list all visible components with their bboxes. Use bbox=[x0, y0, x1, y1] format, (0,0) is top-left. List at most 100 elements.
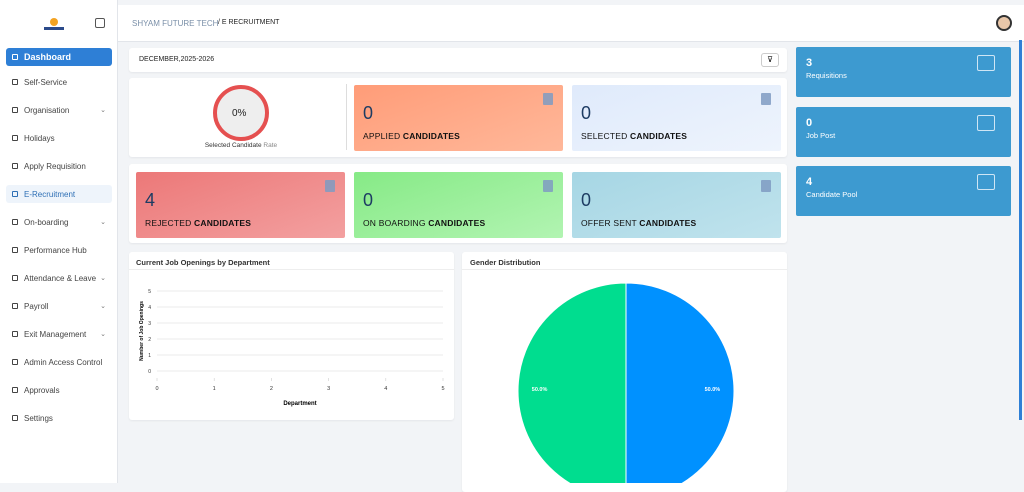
summary-icon bbox=[977, 115, 995, 131]
menu-icon bbox=[12, 359, 18, 365]
menu-item[interactable]: E-Recruitment bbox=[6, 185, 112, 203]
card-value: 4 bbox=[145, 190, 156, 210]
menu-item[interactable]: Holidays bbox=[6, 129, 112, 147]
y-tick-label: 0 bbox=[148, 369, 151, 375]
chevron: ⌄ bbox=[100, 107, 106, 114]
menu-icon bbox=[12, 303, 18, 309]
card-value: 0 bbox=[581, 103, 592, 123]
menu-icon bbox=[12, 191, 18, 197]
card-label-prefix: REJECTED bbox=[145, 218, 192, 228]
card-label-suffix: CANDIDATES bbox=[639, 218, 697, 228]
summary-icon bbox=[977, 174, 995, 190]
chevron: ⌄ bbox=[100, 275, 106, 282]
breadcrumb: / E RECRUITMENT bbox=[218, 19, 280, 26]
chevron: ⌄ bbox=[100, 303, 106, 310]
collapse-button[interactable] bbox=[95, 18, 105, 28]
stat-card: 0 ON BOARDING CANDIDATES bbox=[354, 172, 563, 238]
x-tick-label: 5 bbox=[441, 386, 444, 392]
menu-label: Admin Access Control bbox=[24, 357, 103, 367]
menu-item[interactable]: Admin Access Control bbox=[6, 353, 112, 371]
menu-icon bbox=[12, 54, 18, 60]
menu-item[interactable]: Settings bbox=[6, 409, 112, 427]
logo bbox=[50, 18, 58, 26]
pie-label: 50.0% bbox=[532, 387, 548, 393]
header: SHYAM FUTURE TECH / E RECRUITMENT bbox=[118, 5, 1024, 42]
menu-icon bbox=[12, 275, 18, 281]
menu-item[interactable]: Attendance & Leave ⌄ bbox=[6, 269, 112, 287]
chevron: ⌄ bbox=[100, 219, 106, 226]
card-icon bbox=[325, 180, 335, 192]
stat-card: 0 SELECTED CANDIDATES bbox=[572, 85, 781, 151]
stat-card: 4 REJECTED CANDIDATES bbox=[136, 172, 345, 238]
summary-card: 3 Requisitions bbox=[796, 47, 1011, 97]
menu-icon bbox=[12, 107, 18, 113]
card-label-prefix: SELECTED bbox=[581, 131, 628, 141]
filter-button[interactable]: ⊽ bbox=[761, 53, 779, 67]
menu-icon bbox=[12, 331, 18, 337]
menu-label: Performance Hub bbox=[24, 245, 87, 255]
menu-label: Approvals bbox=[24, 385, 60, 395]
menu-item[interactable]: On-boarding ⌄ bbox=[6, 213, 112, 231]
x-axis-label: Department bbox=[283, 401, 316, 407]
menu-icon bbox=[12, 163, 18, 169]
menu-icon bbox=[12, 79, 18, 85]
summary-card: 4 Candidate Pool bbox=[796, 166, 1011, 216]
sidebar: Dashboard Self-Service Organisation ⌄ Holida… bbox=[0, 0, 118, 483]
menu-item[interactable]: Organisation ⌄ bbox=[6, 101, 112, 119]
menu-item[interactable]: Approvals bbox=[6, 381, 112, 399]
menu-icon bbox=[12, 135, 18, 141]
rate-gauge bbox=[213, 85, 269, 141]
menu-label: Apply Requisition bbox=[24, 161, 86, 171]
summary-icon bbox=[977, 55, 995, 71]
x-tick-label: 4 bbox=[384, 386, 387, 392]
summary-label: Requisitions bbox=[806, 71, 847, 80]
rate-value: 0% bbox=[232, 108, 247, 119]
card-label: APPLIED CANDIDATES bbox=[363, 131, 460, 141]
card-label-prefix: OFFER SENT bbox=[581, 218, 637, 228]
menu-item[interactable]: Payroll ⌄ bbox=[6, 297, 112, 315]
card-label: ON BOARDING CANDIDATES bbox=[363, 218, 485, 228]
menu-icon bbox=[12, 247, 18, 253]
rate-caption-suffix: Rate bbox=[263, 142, 278, 149]
y-tick-label: 5 bbox=[148, 289, 151, 295]
x-tick-label: 2 bbox=[270, 386, 273, 392]
menu-item[interactable]: Dashboard bbox=[6, 48, 112, 66]
card-label-suffix: CANDIDATES bbox=[630, 131, 688, 141]
summary-value: 0 bbox=[806, 117, 813, 129]
menu-label: Dashboard bbox=[24, 52, 72, 62]
card-value: 0 bbox=[363, 103, 374, 123]
summary-label: Candidate Pool bbox=[806, 190, 858, 199]
menu-item[interactable]: Apply Requisition bbox=[6, 157, 112, 175]
pie-label: 50.0% bbox=[705, 387, 721, 393]
menu-icon bbox=[12, 219, 18, 225]
card-label-prefix: APPLIED bbox=[363, 131, 401, 141]
avatar[interactable] bbox=[996, 15, 1012, 31]
menu-item[interactable]: Self-Service bbox=[6, 73, 112, 91]
x-tick-label: 0 bbox=[155, 386, 158, 392]
chevron: ⌄ bbox=[100, 331, 106, 338]
x-tick-label: 3 bbox=[327, 386, 330, 392]
chart-title: Gender Distribution bbox=[470, 258, 541, 267]
menu-item[interactable]: Exit Management ⌄ bbox=[6, 325, 112, 343]
menu-label: E-Recruitment bbox=[24, 189, 76, 199]
stat-card: 0 APPLIED CANDIDATES bbox=[354, 85, 563, 151]
menu-label: Attendance & Leave bbox=[24, 273, 97, 283]
menu-label: Exit Management bbox=[24, 329, 87, 339]
period: DECEMBER,2025-2026 bbox=[139, 56, 215, 63]
menu-label: Settings bbox=[24, 413, 53, 423]
menu-item[interactable]: Performance Hub bbox=[6, 241, 112, 259]
card-label-suffix: CANDIDATES bbox=[428, 218, 486, 228]
y-tick-label: 1 bbox=[148, 353, 151, 359]
y-tick-label: 2 bbox=[148, 337, 151, 343]
summary-label: Job Post bbox=[806, 131, 836, 140]
card-icon bbox=[761, 93, 771, 105]
pie-slice bbox=[625, 282, 735, 483]
card-icon bbox=[761, 180, 771, 192]
divider bbox=[346, 84, 347, 150]
y-tick-label: 3 bbox=[148, 321, 151, 327]
logo-text bbox=[44, 27, 64, 30]
chart-title: Current Job Openings by Department bbox=[136, 258, 270, 267]
x-tick-label: 1 bbox=[213, 386, 216, 392]
